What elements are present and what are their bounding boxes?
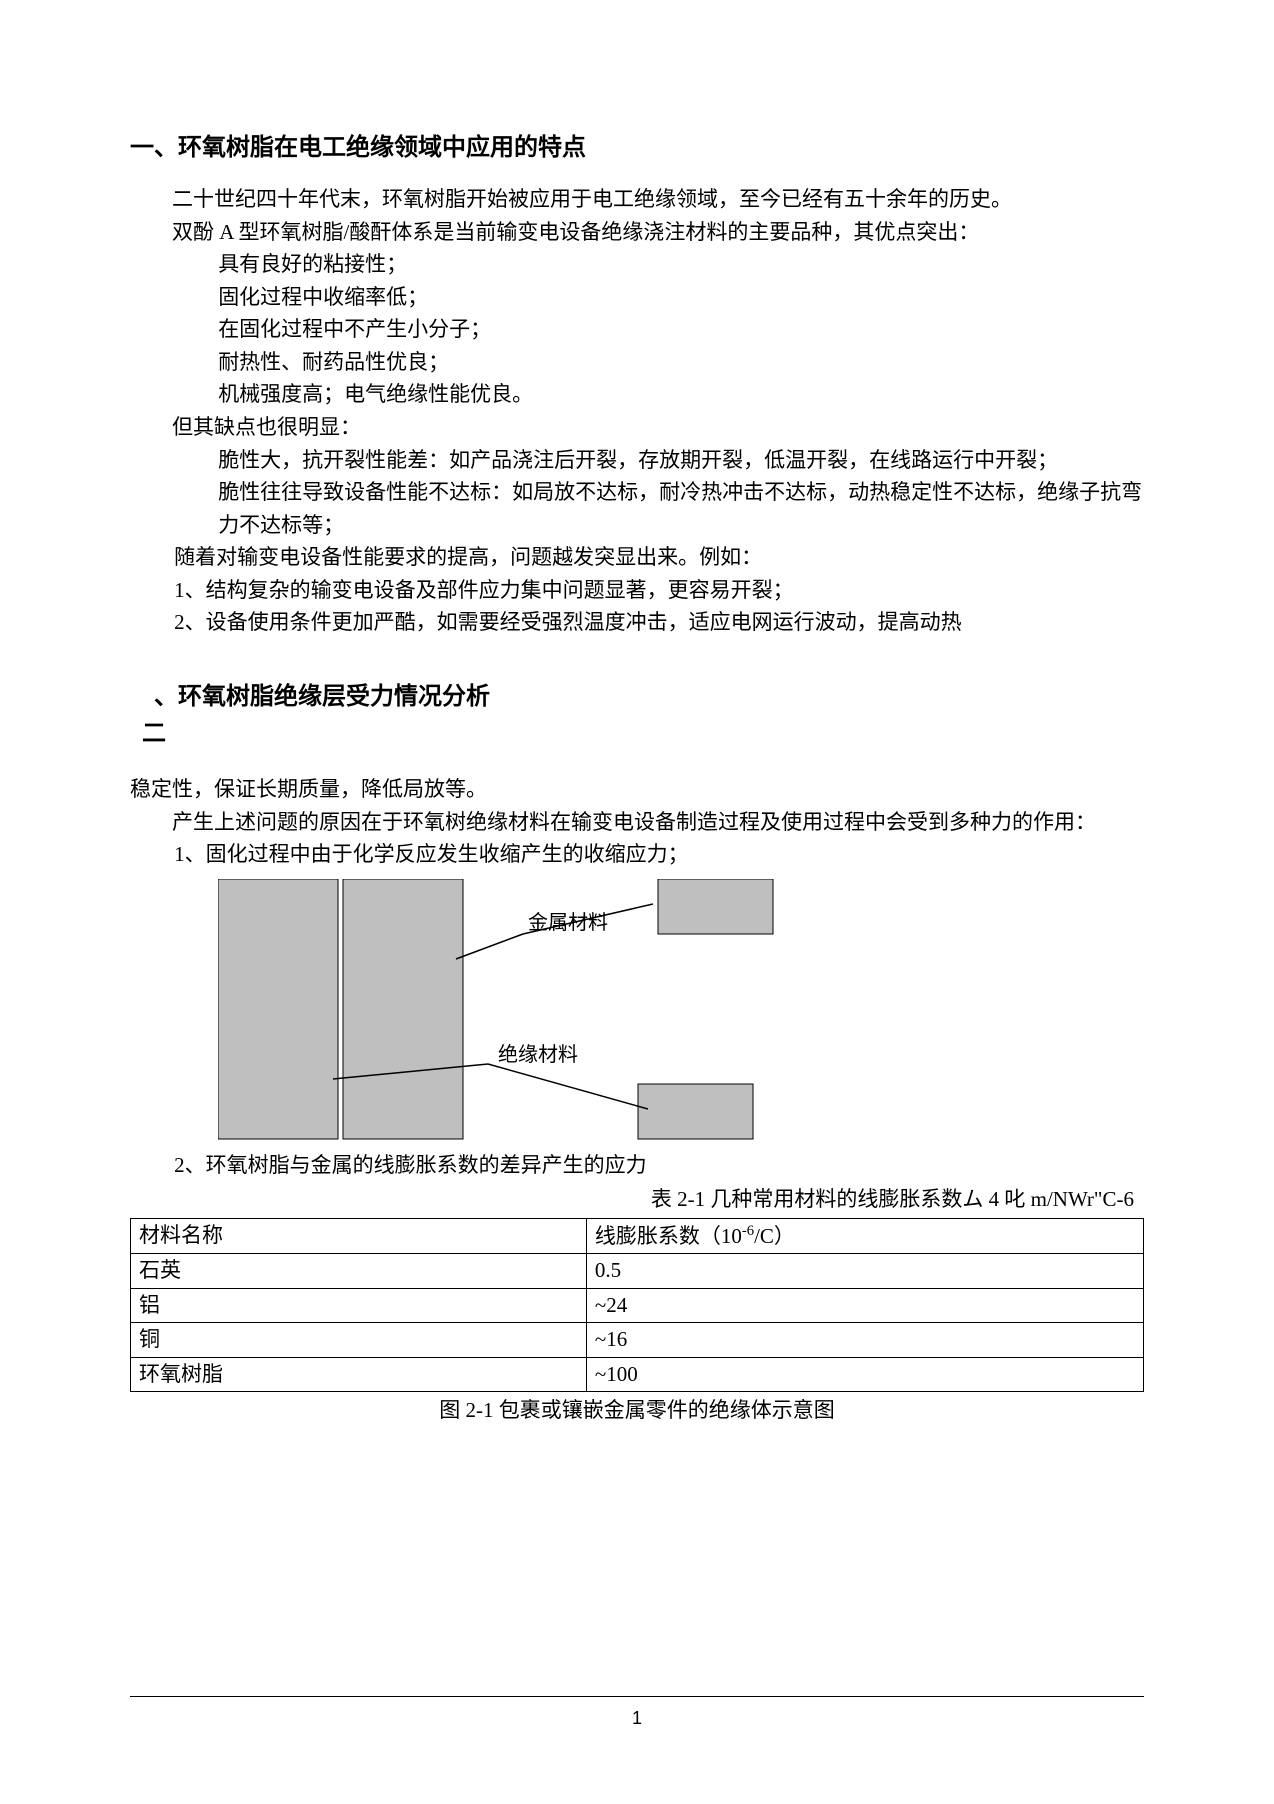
section1-p1: 二十世纪四十年代末，环氧树脂开始被应用于电工绝缘领域，至今已经有五十余年的历史。 [130,183,1144,216]
dis2: 脆性往往导致设备性能不达标：如局放不达标，耐冷热冲击不达标，动热稳定性不达标，绝… [218,476,1144,541]
page-number: 1 [632,1708,642,1728]
diagram-box [343,879,463,1139]
dis1: 脆性大，抗开裂性能差：如产品浇注后开裂，存放期开裂，低温开裂，在线路运行中开裂； [218,444,1144,477]
table-caption: 表 2-1 几种常用材料的线膨胀系数ム 4 叱 m/NWr"C-6 [130,1183,1144,1216]
table-row: 材料名称 线膨胀系数（10-6/C） [131,1218,1144,1253]
table-header-coef: 线膨胀系数（10-6/C） [586,1218,1143,1253]
ex2: 2、设备使用条件更加严酷，如需要经受强烈温度冲击，适应电网运行波动，提高动热 [174,606,1144,639]
adv5: 机械强度高；电气绝缘性能优良。 [218,378,1144,411]
cell-name: 铜 [131,1323,587,1357]
figure-caption: 图 2-1 包裹或镶嵌金属零件的绝缘体示意图 [130,1394,1144,1427]
section2-heading-line1: 、环氧树脂绝缘层受力情况分析 [130,679,1144,716]
section1-p3: 但其缺点也很明显： [130,411,1144,444]
diagram-box [658,879,773,934]
section1-heading: 一、环氧树脂在电工绝缘领域中应用的特点 [130,130,1144,167]
disadvantages-block: 脆性大，抗开裂性能差：如产品浇注后开裂，存放期开裂，低温开裂，在线路运行中开裂；… [130,444,1144,542]
cell-name: 环氧树脂 [131,1357,587,1391]
page-footer: 1 [130,1696,1144,1734]
section2-heading-line2: 二 [130,716,1144,753]
cell-coef: 0.5 [586,1254,1143,1288]
examples-block: 随着对输变电设备性能要求的提高，问题越发突显出来。例如： 1、结构复杂的输变电设… [130,541,1144,639]
diagram-box [218,879,338,1139]
table-row: 铝 ~24 [131,1288,1144,1322]
advantages-block: 具有良好的粘接性； 固化过程中收缩率低； 在固化过程中不产生小分子； 耐热性、耐… [130,248,1144,411]
diagram-leader-line [488,1064,648,1109]
section1-p4: 随着对输变电设备性能要求的提高，问题越发突显出来。例如： [174,541,1144,574]
diagram-label-metal: 金属材料 [528,911,608,934]
adv4: 耐热性、耐药品性优良； [218,346,1144,379]
section2-list2: 2、环氧树脂与金属的线膨胀系数的差异产生的应力 [130,1149,1144,1182]
cell-name: 石英 [131,1254,587,1288]
section2-p1: 稳定性，保证长期质量，降低局放等。 [130,773,1144,806]
section2-item1: 1、固化过程中由于化学反应发生收缩产生的收缩应力； [174,838,1144,871]
cell-coef: ~16 [586,1323,1143,1357]
adv3: 在固化过程中不产生小分子； [218,313,1144,346]
table-row: 环氧树脂 ~100 [131,1357,1144,1391]
diagram-leader-line [456,934,523,959]
diagram-2-1: 金属材料绝缘材料 [130,879,1144,1149]
section2-heading: 、环氧树脂绝缘层受力情况分析 二 [130,679,1144,753]
diagram-box [638,1084,753,1139]
cell-name: 铝 [131,1288,587,1322]
table-row: 石英 0.5 [131,1254,1144,1288]
table-row: 铜 ~16 [131,1323,1144,1357]
materials-table: 材料名称 线膨胀系数（10-6/C） 石英 0.5 铝 ~24 铜 ~16 环氧… [130,1218,1144,1392]
section2-p2: 产生上述问题的原因在于环氧树绝缘材料在输变电设备制造过程及使用过程中会受到多种力… [130,806,1144,839]
ex1: 1、结构复杂的输变电设备及部件应力集中问题显著，更容易开裂； [174,574,1144,607]
adv2: 固化过程中收缩率低； [218,281,1144,314]
table-header-name: 材料名称 [131,1218,587,1253]
cell-coef: ~100 [586,1357,1143,1391]
cell-coef: ~24 [586,1288,1143,1322]
adv1: 具有良好的粘接性； [218,248,1144,281]
section2-list: 1、固化过程中由于化学反应发生收缩产生的收缩应力； [130,838,1144,871]
section2-item2: 2、环氧树脂与金属的线膨胀系数的差异产生的应力 [174,1149,1144,1182]
page: 一、环氧树脂在电工绝缘领域中应用的特点 二十世纪四十年代末，环氧树脂开始被应用于… [0,0,1274,1804]
diagram-label-insulation: 绝缘材料 [498,1043,578,1066]
section1-p2: 双酚 A 型环氧树脂/酸酐体系是当前输变电设备绝缘浇注材料的主要品种，其优点突出… [130,216,1144,249]
footer-rule [130,1696,1144,1697]
